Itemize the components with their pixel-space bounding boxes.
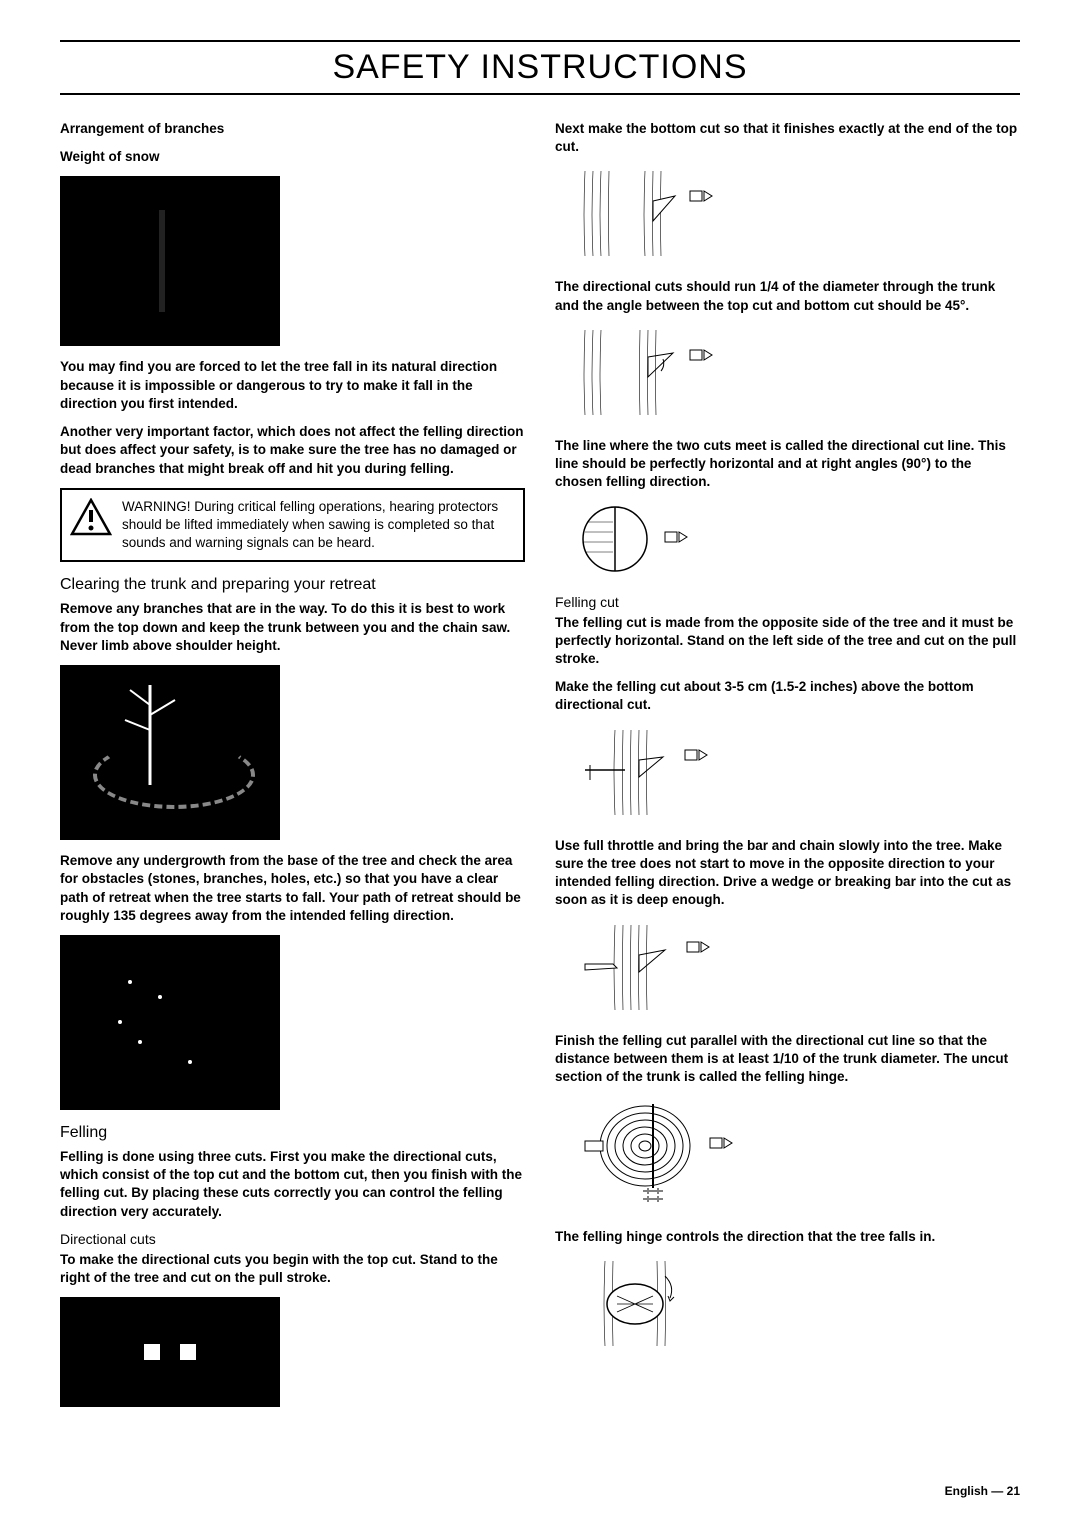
para-felling-cut-height: Make the felling cut about 3-5 cm (1.5-2… (555, 678, 1020, 714)
para-full-throttle: Use full throttle and bring the bar and … (555, 837, 1020, 910)
heading-felling: Felling (60, 1124, 525, 1142)
para-three-cuts: Felling is done using three cuts. First … (60, 1148, 525, 1221)
figure-45deg (575, 325, 735, 425)
heading-clearing-trunk: Clearing the trunk and preparing your re… (60, 576, 525, 594)
figure-hinge-rings (575, 1096, 735, 1216)
figure-retreat-path (60, 935, 280, 1110)
para-remove-branches: Remove any branches that are in the way.… (60, 600, 525, 655)
para-dead-branches: Another very important factor, which doe… (60, 423, 525, 478)
heading-weight-snow: Weight of snow (60, 148, 525, 166)
figure-90deg (575, 502, 735, 582)
para-retreat-path: Remove any undergrowth from the base of … (60, 852, 525, 925)
figure-hinge-direction (575, 1256, 735, 1356)
warning-box: WARNING! During critical felling operati… (60, 488, 525, 563)
figure-bottom-cut (575, 166, 735, 266)
para-hinge-controls: The felling hinge controls the direction… (555, 1228, 1020, 1246)
para-felling-cut-side: The felling cut is made from the opposit… (555, 614, 1020, 669)
para-natural-direction: You may find you are forced to let the t… (60, 358, 525, 413)
heading-directional-cuts: Directional cuts (60, 1231, 525, 1247)
header-rule-bottom (60, 93, 1020, 95)
para-bottom-cut: Next make the bottom cut so that it fini… (555, 120, 1020, 156)
page-title: SAFETY INSTRUCTIONS (60, 44, 1020, 91)
heading-felling-cut: Felling cut (555, 594, 1020, 610)
right-column: Next make the bottom cut so that it fini… (555, 120, 1020, 1419)
para-quarter-diameter: The directional cuts should run 1/4 of t… (555, 278, 1020, 314)
figure-limbing (60, 665, 280, 840)
content-columns: Arrangement of branches Weight of snow Y… (60, 120, 1020, 1419)
header-rule-top (60, 40, 1020, 42)
figure-top-cut (60, 1297, 280, 1407)
warning-text: WARNING! During critical felling operati… (122, 498, 513, 553)
figure-wedge (575, 920, 735, 1020)
para-top-cut: To make the directional cuts you begin w… (60, 1251, 525, 1287)
heading-arrangement: Arrangement of branches (60, 120, 525, 138)
para-cut-line: The line where the two cuts meet is call… (555, 437, 1020, 492)
figure-snow-tree (60, 176, 280, 346)
para-hinge-distance: Finish the felling cut parallel with the… (555, 1032, 1020, 1087)
figure-felling-cut (575, 725, 735, 825)
page-footer: English — 21 (945, 1484, 1020, 1498)
left-column: Arrangement of branches Weight of snow Y… (60, 120, 525, 1419)
warning-icon (70, 498, 112, 536)
